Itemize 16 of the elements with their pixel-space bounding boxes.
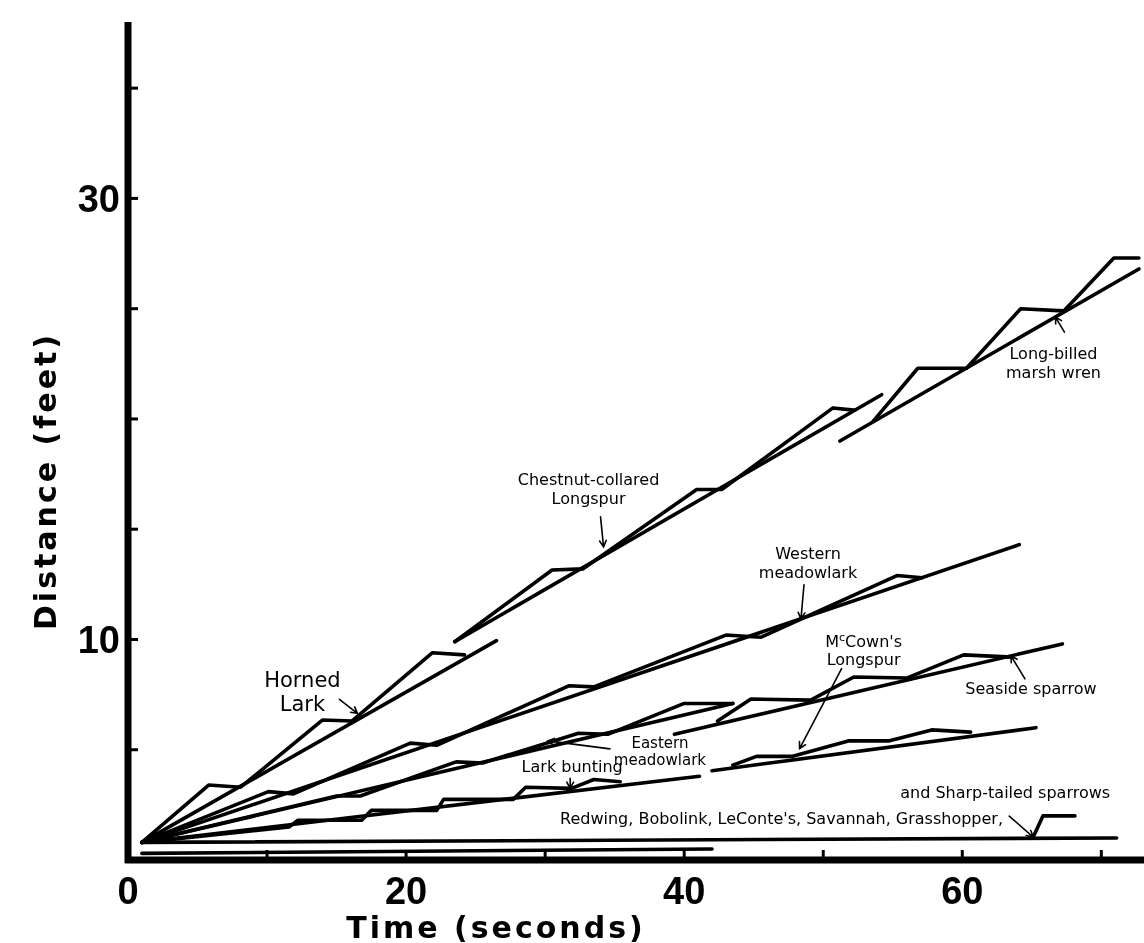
annotation: Redwing, Bobolink, LeConte's, Savannah, Grasshopper, [560,808,1004,828]
y-tick-label: 30 [77,177,120,220]
annotation: Chestnut-collared Longspur [517,470,660,508]
annotation: Long-billed marsh wren [1006,344,1101,382]
annotation: Horned Lark [264,667,341,716]
y-axis-title: Distance (feet) [28,331,63,631]
x-tick-label: 40 [663,870,706,912]
y-tick-label: 10 [77,618,120,661]
annotation: and Sharp-tailed sparrows [900,782,1111,802]
annotation: Western meadowlark [758,544,858,582]
annotation: Seaside sparrow [965,679,1097,699]
x-tick-label: 0 [117,870,139,912]
x-tick-label: 20 [384,870,428,912]
x-tick-label: 60 [941,870,984,912]
x-axis-title: Time (seconds) [346,910,646,943]
annotation: M$^{c}$Cown's Longspur [825,630,903,670]
